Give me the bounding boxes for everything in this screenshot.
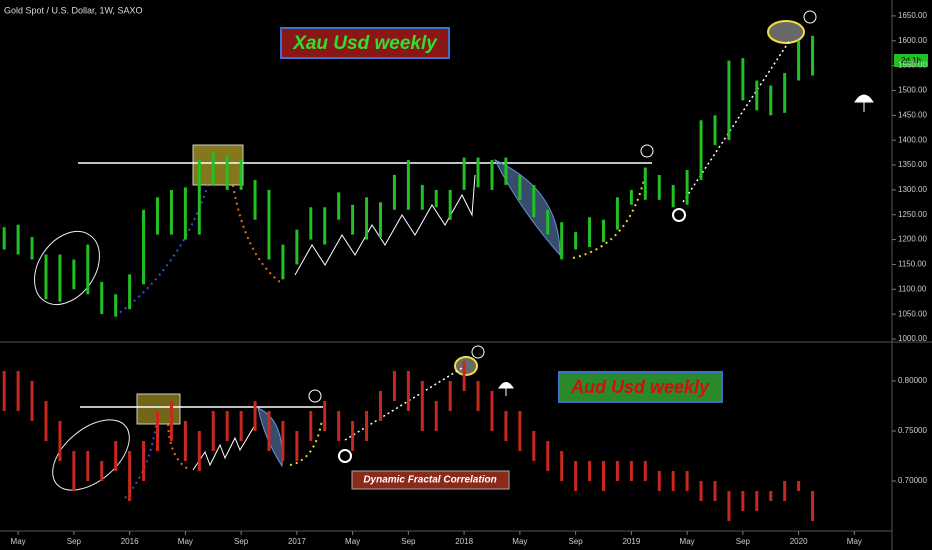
x-tick-label: 2019 bbox=[622, 537, 640, 546]
x-tick-label: Sep bbox=[234, 537, 249, 546]
y-tick-label: 1000.00 bbox=[898, 334, 927, 343]
y-tick-label: 0.70000 bbox=[898, 476, 927, 485]
x-tick-label: May bbox=[512, 537, 527, 546]
x-tick-label: Sep bbox=[401, 537, 416, 546]
y-tick-label: 1600.00 bbox=[898, 36, 927, 45]
y-tick-label: 1450.00 bbox=[898, 110, 927, 119]
annotation: Dynamic Fractal Correlation bbox=[363, 475, 496, 486]
highlight-box bbox=[192, 144, 244, 186]
ellipse bbox=[454, 356, 478, 376]
panel-label: Aud Usd weekly bbox=[570, 377, 710, 397]
y-tick-label: 1150.00 bbox=[898, 260, 927, 269]
label-box bbox=[280, 27, 450, 59]
y-tick-label: 1400.00 bbox=[898, 135, 927, 144]
x-tick-label: 2020 bbox=[790, 537, 808, 546]
y-tick-label: 0.80000 bbox=[898, 376, 927, 385]
dotted-curve bbox=[232, 184, 281, 283]
y-tick-label: 1250.00 bbox=[898, 210, 927, 219]
icon bbox=[498, 382, 514, 396]
annotation-box bbox=[351, 470, 510, 490]
icon bbox=[471, 345, 485, 359]
y-tick-label: 1500.00 bbox=[898, 86, 927, 95]
label-box bbox=[558, 371, 723, 403]
dotted-line bbox=[682, 39, 791, 203]
y-tick-label: 1050.00 bbox=[898, 309, 927, 318]
y-tick-label: 1550.00 bbox=[898, 61, 927, 70]
y-tick-label: 0.75000 bbox=[898, 426, 927, 435]
y-tick-label: 1650.00 bbox=[898, 11, 927, 20]
price-tag-label: 2d 1h bbox=[901, 56, 921, 65]
x-tick-label: 2016 bbox=[121, 537, 139, 546]
icon bbox=[338, 449, 352, 463]
x-tick-label: May bbox=[680, 537, 695, 546]
dotted-curve bbox=[167, 423, 191, 471]
zigzag bbox=[294, 174, 476, 276]
icon bbox=[672, 208, 686, 222]
icon bbox=[854, 94, 874, 112]
y-tick-label: 1350.00 bbox=[898, 160, 927, 169]
x-tick-label: May bbox=[847, 537, 862, 546]
panel-label: Xau Usd weekly bbox=[292, 33, 438, 54]
chart-title: Gold Spot / U.S. Dollar, 1W, SAXO bbox=[4, 5, 143, 15]
x-tick-label: 2017 bbox=[288, 537, 306, 546]
arc-shape bbox=[493, 158, 561, 257]
y-tick-label: 1100.00 bbox=[898, 284, 927, 293]
x-tick-label: May bbox=[11, 537, 26, 546]
dotted-curve bbox=[289, 419, 323, 466]
x-tick-label: Sep bbox=[67, 537, 82, 546]
price-tag bbox=[894, 54, 928, 67]
ellipse bbox=[767, 20, 805, 44]
x-tick-label: 2018 bbox=[455, 537, 473, 546]
icon bbox=[640, 144, 654, 158]
ellipse bbox=[52, 419, 130, 491]
dotted-curve bbox=[572, 174, 646, 259]
y-tick-label: 1300.00 bbox=[898, 185, 927, 194]
zigzag bbox=[192, 424, 256, 471]
ellipse bbox=[34, 231, 100, 305]
x-tick-label: Sep bbox=[569, 537, 584, 546]
icon bbox=[308, 389, 322, 403]
x-tick-label: Sep bbox=[736, 537, 751, 546]
y-tick-label: 1200.00 bbox=[898, 235, 927, 244]
icon bbox=[803, 10, 817, 24]
x-tick-label: May bbox=[178, 537, 193, 546]
x-tick-label: May bbox=[345, 537, 360, 546]
